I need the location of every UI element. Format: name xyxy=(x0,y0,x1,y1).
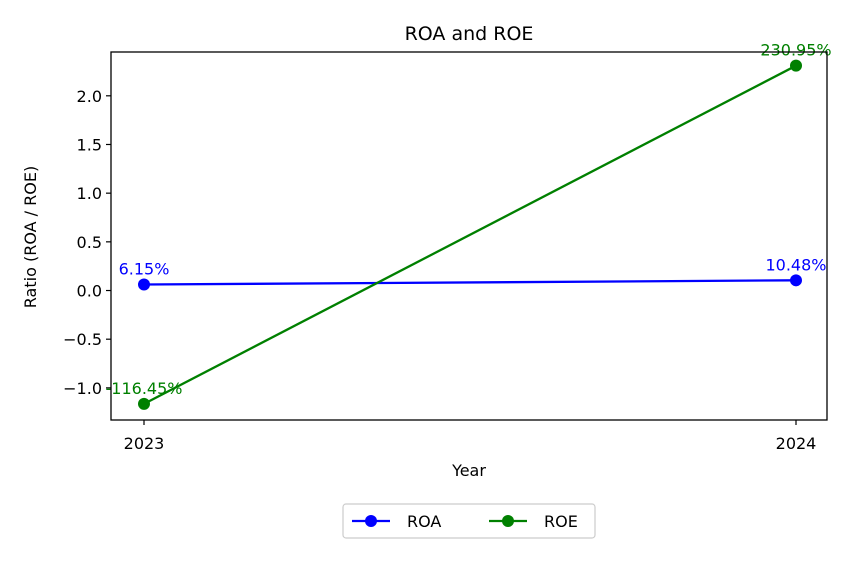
data-label-roe: 230.95% xyxy=(760,41,831,60)
legend-item-roa: ROA xyxy=(352,512,441,531)
legend-point-marker xyxy=(365,515,377,527)
legend-point-marker xyxy=(502,515,514,527)
y-tick-label: 1.5 xyxy=(77,135,102,154)
series-line-roa xyxy=(143,279,797,286)
x-axis-label: Year xyxy=(451,461,486,480)
x-axis-ticks: 2023 2024 xyxy=(124,420,817,453)
legend-item-roe: ROE xyxy=(489,512,578,531)
y-tick-label: 2.0 xyxy=(77,87,102,106)
legend-frame xyxy=(342,503,596,539)
data-label-roe: -116.45% xyxy=(106,379,183,398)
data-label-roa: 10.48% xyxy=(765,255,826,274)
series-roa: 6.15% 10.48% xyxy=(119,255,827,291)
legend-label: ROE xyxy=(544,512,578,531)
y-tick-label: 0.0 xyxy=(77,282,102,301)
x-tick-label: 2024 xyxy=(776,434,817,453)
legend-label: ROA xyxy=(407,512,441,531)
chart-title: ROA and ROE xyxy=(405,23,534,45)
data-point-roa xyxy=(790,274,802,287)
x-tick-label: 2023 xyxy=(124,434,165,453)
plot-area-frame xyxy=(110,51,828,421)
series-roe: -116.45% 230.95% xyxy=(106,41,832,410)
data-label-roa: 6.15% xyxy=(119,260,170,279)
data-point-roa xyxy=(138,278,150,291)
data-point-roe xyxy=(138,397,150,410)
y-tick-label: 1.0 xyxy=(77,184,102,203)
y-tick-label: 0.5 xyxy=(77,233,102,252)
series-layer: 6.15% 10.48% -116.45% 230.95% xyxy=(106,41,832,410)
data-point-roe xyxy=(790,59,802,72)
y-tick-label: −1.0 xyxy=(63,379,102,398)
series-line-roe xyxy=(143,64,797,405)
y-axis-label: Ratio (ROA / ROE) xyxy=(21,166,40,308)
y-tick-label: −0.5 xyxy=(63,330,102,349)
legend: ROA ROE xyxy=(342,503,596,539)
y-axis-ticks: −1.0 −0.5 0.0 0.5 1.0 1.5 2.0 xyxy=(63,87,111,398)
